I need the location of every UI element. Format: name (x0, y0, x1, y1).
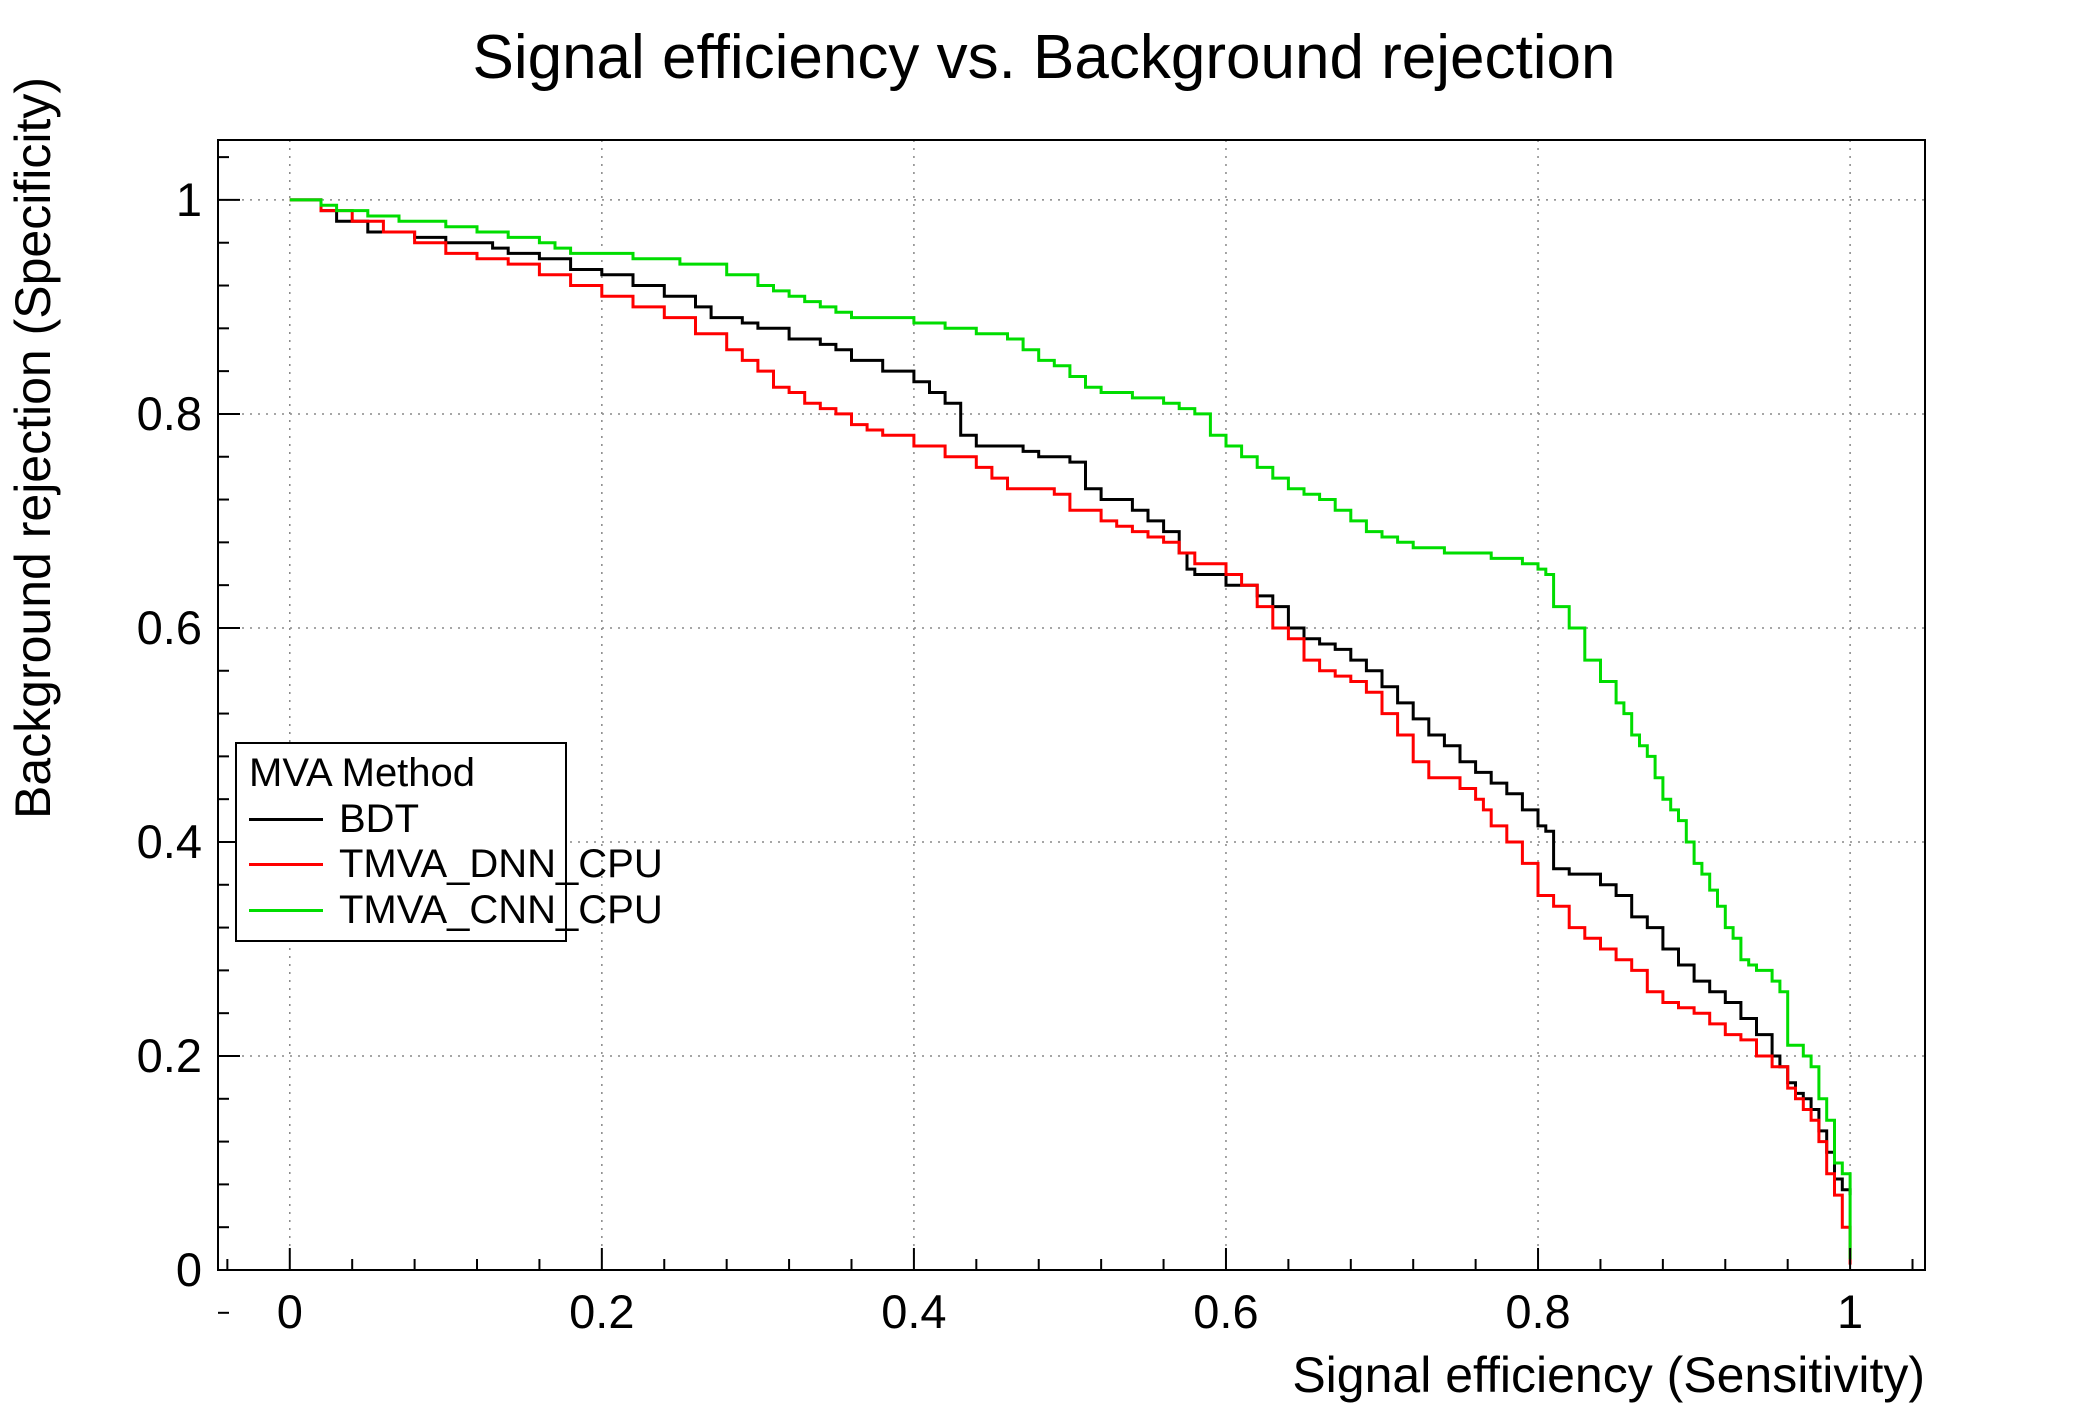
tmva-dnn-cpu-line-swatch (249, 863, 323, 867)
curve-tmva-cnn-cpu (289, 198, 1852, 1260)
y-tick-label: 0.6 (137, 601, 202, 654)
y-tick-label: 0.2 (137, 1029, 202, 1082)
y-tick-label: 0.8 (137, 387, 202, 440)
gridlines (218, 140, 1925, 1271)
x-tick-label: 0.8 (1505, 1285, 1570, 1338)
legend-entry-bdt: BDT (249, 797, 553, 842)
legend-header: MVA Method (249, 751, 553, 796)
tmva-cnn-cpu-line-swatch (249, 909, 323, 913)
x-tick-label: 1 (1837, 1285, 1863, 1338)
legend-label-bdt: BDT (339, 796, 419, 841)
x-tick-label: 0.6 (1193, 1285, 1258, 1338)
legend-entry-tmva-dnn-cpu: TMVA_DNN_CPU (249, 842, 663, 887)
y-tick-label: 0.4 (137, 815, 202, 868)
x-axis-label: Signal efficiency (Sensitivity) (1292, 1347, 1925, 1403)
tick-labels: 0 0.2 0.4 0.6 0.8 1 0 0.2 0.4 0.6 0.8 1 (137, 173, 1864, 1338)
plot-frame (217, 139, 1926, 1271)
y-tick-label: 0 (176, 1243, 202, 1296)
legend-label-tmva-dnn-cpu: TMVA_DNN_CPU (339, 842, 663, 887)
axis-ticks (218, 156, 1914, 1314)
x-tick-label: 0.2 (569, 1285, 634, 1338)
legend-entry-tmva-cnn-cpu: TMVA_CNN_CPU (249, 888, 663, 933)
legend-label-tmva-cnn-cpu: TMVA_CNN_CPU (339, 888, 663, 933)
curve-tmva-dnn-cpu (289, 198, 1852, 1265)
x-tick-label: 0 (277, 1285, 303, 1338)
bdt-line-swatch (249, 817, 323, 821)
x-tick-label: 0.4 (881, 1285, 946, 1338)
y-tick-label: 1 (176, 173, 202, 226)
chart-title: Signal efficiency vs. Background rejecti… (472, 23, 1616, 92)
legend: MVA Method BDT TMVA_DNN_CPU TMVA_CNN_CPU (235, 742, 663, 942)
legend-title: MVA Method (249, 750, 476, 795)
